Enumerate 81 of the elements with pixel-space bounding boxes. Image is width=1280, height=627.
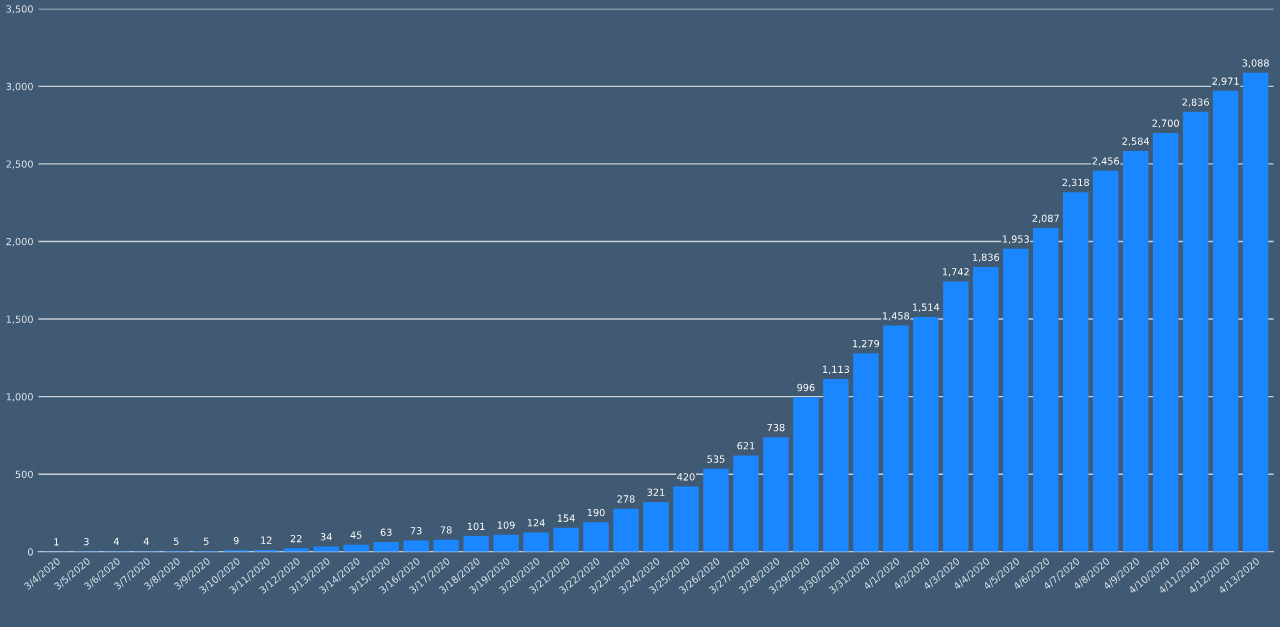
bar [523,532,549,552]
data-label: 420 [677,473,695,481]
data-label: 321 [647,488,665,496]
bar [1242,72,1269,552]
bar [613,508,639,552]
bar [1092,170,1119,552]
bar [703,468,729,552]
bar [883,325,909,552]
data-label: 12 [261,536,272,544]
bar [1182,111,1209,552]
data-label: 1,836 [972,253,1000,262]
data-label: 1,113 [823,365,850,375]
data-label: 190 [587,508,605,517]
data-label: 2,584 [1122,137,1150,146]
data-label: 109 [497,521,515,529]
data-label: 101 [467,522,485,531]
data-label: 2,836 [1182,98,1209,107]
data-label: 5 [173,537,179,545]
data-label: 1,742 [942,268,969,277]
data-label: 1 [54,538,59,546]
data-label: 1,279 [853,339,880,349]
data-label: 4 [113,537,119,545]
bar [1033,227,1059,552]
bar [673,486,699,552]
bar [583,522,609,552]
bar [463,536,489,552]
data-label: 154 [557,514,575,522]
bar [373,541,399,552]
bar [913,316,939,552]
data-label: 2,318 [1062,178,1089,188]
data-label: 34 [320,533,332,541]
data-label: 2,087 [1032,214,1059,223]
data-label: 2,700 [1152,119,1179,128]
data-label: 278 [617,495,635,503]
bar [1003,248,1029,552]
bar [1212,90,1239,552]
bar [793,397,819,552]
y-tick-label: 2,000 [6,237,33,247]
bar [943,281,969,552]
data-label: 1,458 [883,312,910,321]
bar [1122,150,1149,552]
data-label: 78 [440,526,452,534]
data-label: 3,088 [1242,59,1269,68]
data-label: 738 [767,423,785,432]
bar [433,539,459,552]
bar [1152,132,1179,552]
bar [493,534,519,552]
y-tick-label: 1,500 [6,315,33,324]
bar [403,540,429,552]
bar [973,266,999,552]
bar [733,455,759,552]
data-label: 63 [380,528,392,536]
y-tick-label: 2,500 [6,160,33,169]
data-label: 1,953 [1002,235,1029,244]
y-tick-label: 1,000 [6,393,33,402]
data-label: 9 [233,536,239,545]
data-label: 621 [737,442,755,450]
bar [553,527,579,552]
bar [1062,192,1089,552]
data-label: 535 [707,455,725,463]
bar [763,437,789,552]
data-label: 4 [143,537,149,545]
y-tick-label: 3,500 [6,5,33,14]
y-tick-label: 0 [27,548,33,556]
data-label: 1,514 [912,303,940,312]
data-label: 3 [84,537,89,546]
bar [853,353,879,552]
y-tick-label: 3,000 [6,82,33,92]
bar [283,548,309,552]
data-label: 22 [290,534,302,543]
data-label: 5 [203,537,209,545]
y-tick-label: 500 [15,470,33,479]
data-label: 124 [527,519,545,527]
data-label: 73 [410,527,422,535]
data-label: 2,456 [1092,157,1120,166]
data-label: 2,971 [1212,77,1239,86]
data-label: 45 [350,531,362,539]
data-label: 996 [797,383,815,392]
bar [823,379,849,552]
bar [643,501,669,552]
bar [313,546,339,552]
